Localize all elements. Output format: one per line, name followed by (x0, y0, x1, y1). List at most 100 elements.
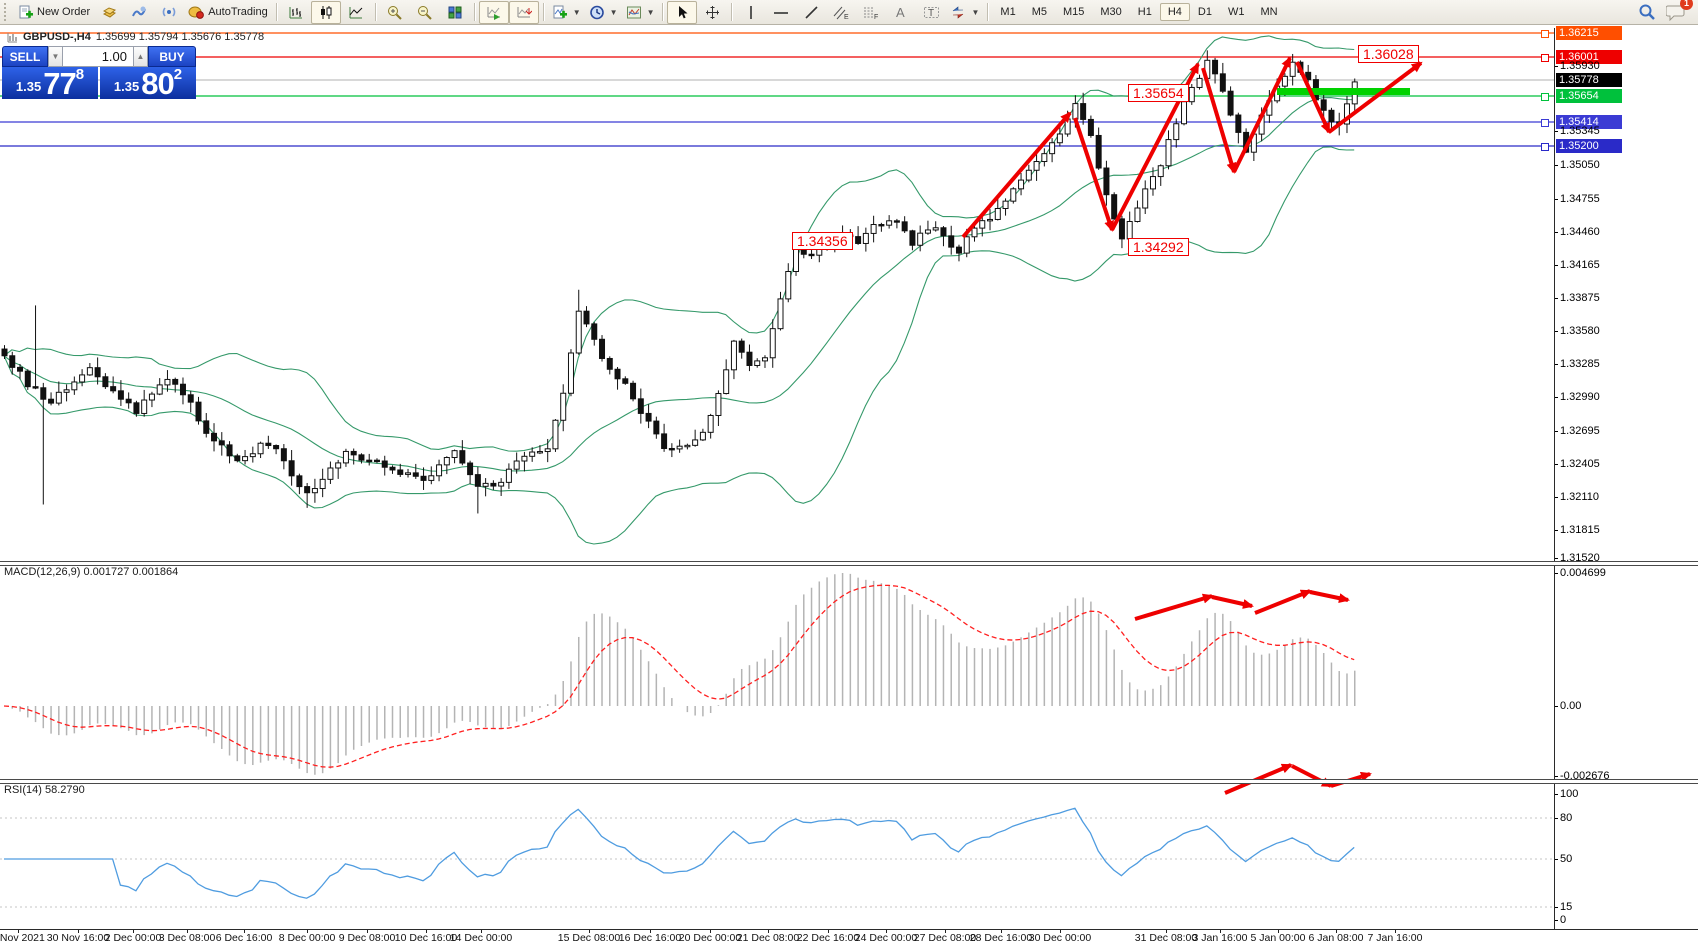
horizontal-level-lines[interactable] (0, 32, 1554, 147)
arrows-button[interactable]: ▼ (946, 1, 983, 24)
one-click-trading-panel: SELL ▼ 1.00 ▲ BUY 1.35 77 8 1.35 80 2 (2, 46, 196, 99)
main-price-panel[interactable] (1, 35, 1410, 545)
text-button[interactable]: A (886, 1, 916, 24)
periods-clock-icon (589, 5, 604, 19)
svg-text:F: F (874, 14, 878, 20)
auto-scroll-button[interactable] (478, 0, 509, 24)
rsi-label: RSI(14) 58.2790 (4, 784, 85, 796)
rsi-panel[interactable] (0, 807, 1554, 908)
timeframe-m30[interactable]: M30 (1100, 6, 1122, 18)
trendline-button[interactable] (796, 1, 826, 24)
timeframe-w1[interactable]: W1 (1227, 6, 1245, 18)
crosshair-icon (705, 5, 719, 19)
line-chart-icon (349, 6, 363, 18)
macd-label: MACD(12,26,9) 0.001727 0.001864 (4, 566, 179, 578)
market-icon (101, 5, 117, 19)
autotrading-icon (188, 5, 205, 19)
zoom-in-icon (387, 5, 402, 20)
vertical-line-button[interactable] (736, 1, 766, 24)
new-order-button[interactable]: New Order (14, 1, 94, 24)
bar-chart-button[interactable] (281, 1, 311, 24)
buy-price-main: 80 (141, 66, 174, 101)
tile-windows-icon (448, 6, 462, 18)
chart-shift-icon (517, 6, 532, 17)
text-label-icon: T (923, 6, 939, 19)
candlestick-chart-button[interactable] (310, 0, 341, 24)
auto-scroll-icon (487, 6, 500, 20)
timeframe-h1[interactable]: H1 (1137, 6, 1152, 18)
buy-price[interactable]: 1.35 80 2 (100, 67, 196, 99)
indicators-button[interactable]: ▼ (548, 1, 585, 24)
chart-icon (7, 32, 17, 42)
crosshair-button[interactable] (697, 1, 727, 24)
dropdown-arrow-icon: ▼ (646, 7, 655, 17)
zoom-out-button[interactable] (410, 1, 440, 24)
chart-shift-button[interactable] (508, 0, 539, 24)
signals-button[interactable] (154, 1, 184, 24)
sell-price[interactable]: 1.35 77 8 (2, 67, 98, 99)
bar-chart-icon (289, 6, 302, 18)
autotrading-label: AutoTrading (208, 6, 268, 18)
zoom-out-icon (417, 5, 432, 20)
zoom-in-button[interactable] (380, 1, 410, 24)
dropdown-arrow-icon: ▼ (971, 7, 980, 17)
timeframe-d1[interactable]: D1 (1197, 6, 1212, 18)
fibonacci-icon: F (864, 7, 879, 20)
equidistant-channel-icon: E (834, 6, 849, 20)
macd-panel[interactable] (3, 573, 1356, 775)
sell-price-prefix: 1.35 (15, 79, 42, 94)
timeframe-m15[interactable]: M15 (1062, 6, 1085, 18)
toolbar-grip[interactable] (4, 3, 10, 21)
chart-title: GBPUSD-,H4 1.35699 1.35794 1.35676 1.357… (7, 31, 264, 43)
timeframe-m1[interactable]: M1 (1000, 6, 1016, 18)
ohlc-values: 1.35699 1.35794 1.35676 1.35778 (95, 31, 265, 43)
text-icon: A (896, 5, 905, 20)
sell-price-sup: 8 (75, 66, 85, 83)
cursor-button[interactable] (667, 0, 698, 24)
svg-text:E: E (844, 14, 849, 20)
candlestick-chart-icon (320, 5, 332, 19)
volume-input[interactable]: 1.00 (63, 46, 133, 67)
horizontal-line-button[interactable] (766, 1, 796, 24)
new-order-label: New Order (37, 6, 91, 18)
text-label-button[interactable]: T (916, 1, 946, 24)
market-button[interactable] (94, 1, 124, 24)
indicators-icon (553, 5, 567, 18)
price-axis-line (1554, 28, 1555, 929)
timeframe-m5[interactable]: M5 (1031, 6, 1047, 18)
equidistant-channel-button[interactable]: E (826, 1, 856, 24)
templates-button[interactable]: ▼ (622, 1, 659, 24)
line-chart-button[interactable] (341, 1, 371, 24)
trendline-icon (805, 5, 818, 19)
buy-button[interactable]: BUY (148, 46, 196, 67)
fibonacci-button[interactable]: F (856, 1, 886, 24)
notifications-button[interactable]: 1 (1666, 0, 1693, 21)
notification-count-badge: 1 (1680, 0, 1693, 10)
buy-price-prefix: 1.35 (113, 79, 140, 94)
macd-rsi-splitter[interactable] (0, 779, 1698, 784)
periods-button[interactable]: ▼ (585, 1, 622, 24)
volume-increase-button[interactable]: ▲ (133, 46, 148, 67)
arrows-icon (953, 5, 964, 19)
sell-button[interactable]: SELL (2, 46, 48, 67)
toolbar: New Order AutoTrading (0, 0, 1698, 25)
cursor-icon (679, 5, 688, 18)
vertical-line-icon (750, 5, 753, 19)
tile-windows-button[interactable] (440, 1, 470, 24)
sell-price-main: 77 (43, 66, 76, 101)
signals-icon (161, 5, 177, 19)
new-order-icon (18, 5, 33, 20)
symbol-period-label: GBPUSD-,H4 (23, 31, 91, 43)
time-axis-line (0, 929, 1698, 930)
community-button[interactable] (124, 1, 154, 24)
timeframe-mn[interactable]: MN (1260, 6, 1278, 18)
buy-price-sup: 2 (173, 66, 183, 83)
autotrading-button[interactable]: AutoTrading (184, 1, 272, 24)
horizontal-line-icon (774, 11, 789, 14)
search-icon[interactable] (1638, 3, 1656, 21)
main-macd-splitter[interactable] (0, 561, 1698, 566)
timeframe-h4[interactable]: H4 (1159, 3, 1190, 21)
volume-decrease-button[interactable]: ▼ (48, 46, 63, 67)
